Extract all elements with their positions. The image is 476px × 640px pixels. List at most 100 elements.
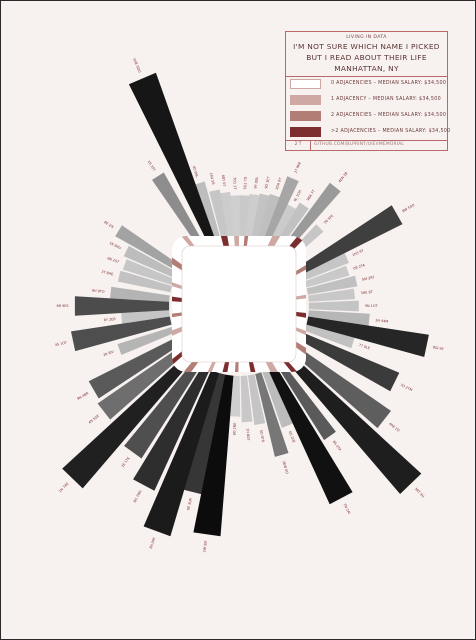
bar-8 <box>251 193 270 239</box>
bar-label-48: 6N 2ST <box>107 256 121 264</box>
bar-label-33: 8D 2NE <box>232 423 236 436</box>
bar-38 <box>124 360 202 459</box>
bar-label-29: 6S 1UE <box>288 431 296 444</box>
legend-title-line-2: BUT I READ ABOUT THEIR LIFE <box>306 53 427 62</box>
bar-15 <box>297 205 403 275</box>
bar-16 <box>301 253 349 281</box>
bar-label-5: 7O1 1T <box>232 177 236 190</box>
bar-28 <box>268 365 353 505</box>
legend-entry-0-adjacencies: 0 ADJACENCIES – MEDIAN SALARY: $34,500 <box>290 78 446 90</box>
legend-swatch-2 <box>290 111 321 121</box>
bar-13 <box>280 182 341 254</box>
bar-label-16: 1H5 9T <box>352 248 366 257</box>
bar-label-14: 7N 5FE <box>323 214 334 225</box>
legend-divider <box>286 76 447 77</box>
bar-6 <box>239 195 250 237</box>
bar-labels-group: 5HE 0DO 19 35T 80 96L 1R4 5B 6BY 0T 7O1 1T 5O3… <box>54 58 445 553</box>
bar-7 <box>245 193 260 238</box>
legend-box: LIVING IN DATA I'M NOT SURE WHICH NAME I… <box>285 31 450 151</box>
bar-label-32: 1H 8OT <box>246 428 251 442</box>
bar-25 <box>291 345 391 429</box>
bar-41 <box>88 337 181 399</box>
bar-label-38: 2E 1TK <box>121 456 132 469</box>
bar-19 <box>308 288 355 302</box>
bar-label-28: 7N 2AI <box>342 503 351 515</box>
bar-22 <box>306 316 429 357</box>
bar-43 <box>71 316 172 352</box>
bar-49 <box>123 245 178 279</box>
bar-2 <box>193 181 221 241</box>
bar-label-24: 7O 2TM <box>400 383 414 392</box>
bar-label-37: 8O 7NH <box>133 489 143 503</box>
bar-37 <box>133 365 210 491</box>
bar-33 <box>230 375 241 417</box>
bar-48 <box>122 259 175 286</box>
legend-entry-1-adjacency: 1 ADJACENCY – MEDIAN SALARY: $34,500 <box>290 94 445 106</box>
bar-36 <box>143 370 219 537</box>
bar-18 <box>306 275 358 295</box>
legend-label-1: 1 ADJACENCY – MEDIAN SALARY: $34,500 <box>331 97 441 102</box>
bar-27 <box>276 361 336 441</box>
bar-1 <box>152 172 205 249</box>
frame-inner <box>182 246 296 362</box>
bar-label-4: 6BY 0T <box>221 175 227 188</box>
bar-44 <box>121 310 170 324</box>
bar-46 <box>110 286 170 302</box>
legend-footer-divider <box>286 140 447 141</box>
bar-label-0: 5HE 0DO <box>132 58 142 74</box>
bar-label-45: 6R 9ES <box>57 304 69 308</box>
bar-23 <box>304 324 355 349</box>
legend-kicker: LIVING IN DATA <box>346 35 387 40</box>
legend-swatch-1 <box>290 95 321 105</box>
frame-inner-outline <box>181 245 297 363</box>
bar-17 <box>304 265 350 288</box>
bar-32 <box>240 375 253 423</box>
bar-9 <box>257 193 280 241</box>
legend-title-line-1: I'M NOT SURE WHICH NAME I PICKED <box>293 42 440 51</box>
bar-label-25: 4RE 2D <box>388 422 401 433</box>
bar-label-50: 8E 1IS <box>103 220 114 229</box>
bar-label-15: BW 54O <box>402 203 416 213</box>
bar-label-41: 9N 4BR <box>76 391 89 401</box>
bar-10 <box>263 176 299 243</box>
bar-label-6: 5O3 7D <box>243 176 248 189</box>
bar-label-23: 77 0LE <box>358 343 370 350</box>
bar-47 <box>117 270 172 293</box>
bar-31 <box>248 374 266 425</box>
bar-34 <box>193 374 234 537</box>
legend-swatch-0 <box>290 79 321 89</box>
bar-label-21: 3H 44M <box>375 318 388 323</box>
bar-label-13: 4EN 2B <box>338 171 349 184</box>
bar-3 <box>209 189 228 239</box>
legend-footer: 2 T GITHUB.COM/BLPRINT/UIEVMEMORIAL <box>286 140 447 150</box>
bar-0 <box>128 72 216 244</box>
bar-42 <box>117 326 175 355</box>
bar-45 <box>74 296 170 316</box>
bar-label-34: 2W 5IE <box>202 540 208 552</box>
legend-footer-code: 2 T <box>286 140 311 150</box>
bar-label-44: 8Y 2EB <box>104 317 117 322</box>
bar-label-31: 5D 9TR <box>259 430 265 444</box>
bar-label-22: 8GI 9T <box>432 345 445 351</box>
bar-35 <box>181 372 227 495</box>
bar-label-49: 1R 6AU <box>109 241 122 250</box>
bar-label-26: 5RT 4H <box>414 487 426 499</box>
legend-swatch-3 <box>290 127 321 137</box>
bar-label-43: 4S 1OT <box>54 340 68 347</box>
bar-label-42: 2R 8IV <box>103 349 115 357</box>
bar-4 <box>219 191 234 237</box>
legend-entry-2-adjacencies: 2 ADJACENCIES – MEDIAN SALARY: $34,500 <box>290 110 447 122</box>
legend-label-2: 2 ADJACENCIES – MEDIAN SALARY: $34,500 <box>331 113 447 118</box>
bar-39 <box>62 353 194 489</box>
bar-50 <box>115 225 182 272</box>
bar-26 <box>284 353 422 494</box>
bar-label-11: 9L 1OH <box>293 189 303 202</box>
bar-40 <box>97 345 187 420</box>
legend-footer-link[interactable]: GITHUB.COM/BLPRINT/UIEVMEMORIAL <box>314 142 405 147</box>
bar-label-47: 3T 8HE <box>101 270 114 277</box>
bar-20 <box>308 300 359 312</box>
bar-label-8: 9O 1ET <box>264 175 271 189</box>
bar-label-46: 9H 9TO <box>92 289 105 294</box>
